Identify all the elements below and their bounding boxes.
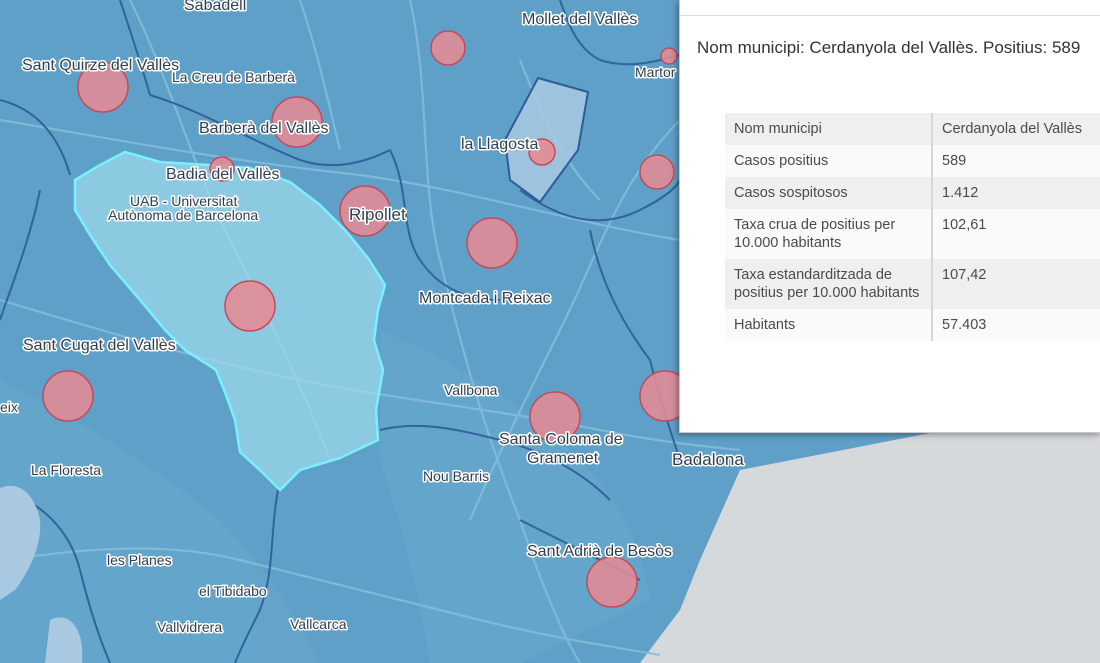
attribute-table: Nom municipi Cerdanyola del Vallès Casos… <box>725 113 1100 341</box>
label-sabadell: Sabadell <box>184 0 246 14</box>
attr-value: 57.403 <box>932 309 1100 341</box>
bubble-sant-quirze <box>77 61 129 113</box>
label-ripollet: Ripollet <box>349 205 406 224</box>
bubble-ripollet <box>339 185 391 237</box>
sea-area <box>640 400 1100 663</box>
label-vallvidrera: Vallvidrera <box>157 619 222 635</box>
attr-value: 102,61 <box>932 209 1100 259</box>
attr-value: 1.412 <box>932 177 1100 209</box>
bubble-la-llagosta <box>528 138 556 166</box>
attr-key: Nom municipi <box>725 113 933 145</box>
label-uab-1: UAB - Universitat <box>130 193 237 209</box>
label-sant-quirze: Sant Quirze del Vallès <box>22 57 179 74</box>
attr-key: Taxa crua de positius per 10.000 habitan… <box>725 209 933 259</box>
bubble-martorelles <box>660 47 678 65</box>
label-sant-cugat: Sant Cugat del Vallès <box>23 337 176 354</box>
label-badalona: Badalona <box>672 450 744 469</box>
table-row: Taxa crua de positius per 10.000 habitan… <box>725 209 1100 259</box>
label-vallcarca: Vallcarca <box>290 616 347 632</box>
coast-bottom-water <box>45 617 83 663</box>
bubble-montcada <box>466 217 518 269</box>
table-row: Taxa estandarditzada de positius per 10.… <box>725 259 1100 309</box>
label-uab-2: Autònoma de Barcelona <box>108 207 258 223</box>
label-creu-barbera: La Creu de Barberà <box>172 69 295 85</box>
table-row: Nom municipi Cerdanyola del Vallès <box>725 113 1100 145</box>
bubble-cerdanyola <box>224 280 276 332</box>
popup-title: Nom municipi: Cerdanyola del Vallès. Pos… <box>697 38 1081 57</box>
terrain-texture <box>0 330 650 663</box>
label-nou-barris: Nou Barris <box>423 468 489 484</box>
label-santa-coloma-1: Santa Coloma de <box>499 431 623 448</box>
label-santa-coloma-2: Gramenet <box>527 450 599 467</box>
case-bubbles[interactable] <box>42 30 691 608</box>
attr-key: Casos positius <box>725 145 933 177</box>
bubble-santa-coloma <box>529 391 581 443</box>
attr-value: 589 <box>932 145 1100 177</box>
label-la-floresta: La Floresta <box>31 462 101 478</box>
coast-left-water <box>0 485 41 600</box>
table-row: Habitants 57.403 <box>725 309 1100 341</box>
label-mollet: Mollet del Vallès <box>522 11 637 28</box>
label-tibidabo: el Tibidabo <box>199 583 267 599</box>
label-martorelles: Martor <box>635 64 676 80</box>
label-montcada: Montcada i Reixac <box>419 290 551 307</box>
table-row: Casos positius 589 <box>725 145 1100 177</box>
label-eix: eix <box>0 399 18 415</box>
place-labels: Sabadell Mollet del Vallès Sant Quirze d… <box>0 0 746 637</box>
label-vallbona: Vallbona <box>444 382 498 398</box>
bubble-badia <box>209 156 235 182</box>
attr-value: 107,42 <box>932 259 1100 309</box>
table-row: Casos sospitosos 1.412 <box>725 177 1100 209</box>
popup-header-bar <box>680 0 1100 16</box>
attr-key: Taxa estandarditzada de positius per 10.… <box>725 259 933 309</box>
attr-value: Cerdanyola del Vallès <box>932 113 1100 145</box>
label-la-llagosta: la Llagosta <box>461 136 538 153</box>
bubble-barbera <box>271 96 323 148</box>
attr-key: Habitants <box>725 309 933 341</box>
bubble-sabadell-north <box>430 30 466 66</box>
attr-key: Casos sospitosos <box>725 177 933 209</box>
bubble-sant-cugat <box>42 370 94 422</box>
bubble-montmelo <box>639 154 675 190</box>
label-barbera: Barberà del Vallès <box>199 120 329 137</box>
label-badia: Badia del Vallès <box>166 166 280 183</box>
label-les-planes: les Planes <box>107 552 172 568</box>
label-sant-adria: Sant Adrià de Besòs <box>527 543 672 560</box>
feature-popup[interactable]: Nom municipi: Cerdanyola del Vallès. Pos… <box>679 0 1100 433</box>
bubble-sant-adria <box>586 556 638 608</box>
